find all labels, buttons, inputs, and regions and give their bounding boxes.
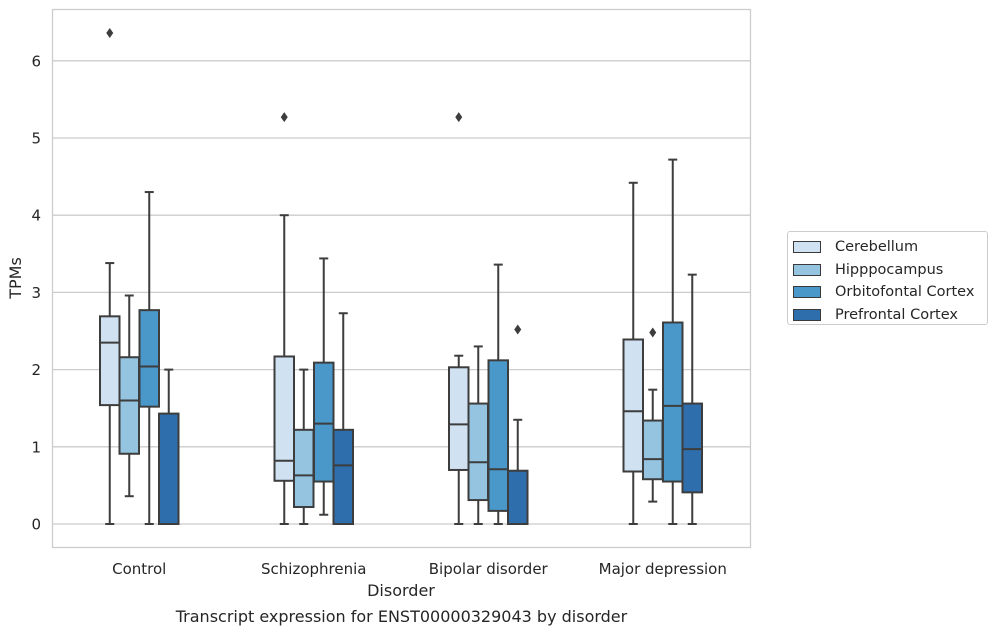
legend-swatch-prefrontal — [793, 308, 821, 321]
y-axis-label: TPMs — [6, 257, 25, 300]
x-tick-label-4: Major depression — [599, 560, 727, 578]
box-s3-c2 — [313, 257, 335, 516]
box-iqr — [118, 356, 140, 455]
legend-label-hippocampus: Hipppocampus — [835, 261, 944, 278]
box-s1-c4 — [622, 181, 644, 525]
legend-label-prefrontal: Prefrontal Cortex — [835, 306, 958, 323]
legend-item-cerebellum: Cerebellum — [793, 236, 987, 259]
box-marks — [99, 28, 703, 526]
box-iqr — [467, 402, 489, 502]
x-tick-label-2: Schizophrenia — [261, 560, 366, 578]
box-s2-c2 — [293, 368, 315, 525]
box-s2-c1 — [118, 294, 140, 498]
legend: Cerebellum Hipppocampus Orbitofontal Cor… — [787, 231, 988, 325]
y-tick-label-6: 6 — [31, 52, 41, 70]
box-s3-c3 — [487, 263, 509, 525]
legend-item-orbitofrontal: Orbitofontal Cortex — [793, 281, 987, 304]
box-s4-c3 — [507, 324, 529, 525]
legend-swatch-hippocampus — [793, 263, 821, 276]
x-tick-label-1: Control — [112, 560, 166, 578]
figure-caption: Transcript expression for ENST0000032904… — [175, 607, 628, 626]
x-tick-label-3: Bipolar disorder — [429, 560, 549, 578]
outlier-point-1 — [514, 324, 522, 335]
outlier-point-1 — [106, 28, 114, 39]
box-iqr — [507, 469, 529, 525]
x-axis-label: Disorder — [367, 581, 435, 600]
box-iqr — [138, 309, 160, 408]
box-s1-c1 — [99, 28, 121, 525]
box-s2-c3 — [467, 345, 489, 525]
plot-area-frame — [51, 8, 752, 549]
box-s3-c1 — [138, 191, 160, 525]
box-iqr — [622, 338, 644, 473]
box-s4-c4 — [681, 273, 703, 525]
tick-labels: 0 1 2 3 4 5 6 Control Schizophrenia Bipolar disor… — [31, 52, 726, 578]
box-s2-c4 — [642, 327, 664, 503]
box-s4-c1 — [158, 368, 180, 526]
box-iqr — [293, 428, 315, 509]
outlier-point-1 — [280, 112, 288, 123]
legend-swatch-orbitofrontal — [793, 286, 821, 299]
outlier-point-1 — [649, 327, 657, 338]
y-tick-label-2: 2 — [31, 361, 41, 379]
y-tick-label-3: 3 — [31, 284, 41, 302]
box-s4-c2 — [332, 312, 354, 526]
box-iqr — [642, 419, 664, 481]
box-iqr — [313, 361, 335, 483]
box-s1-c3 — [448, 112, 470, 525]
legend-label-cerebellum: Cerebellum — [835, 239, 919, 256]
box-iqr — [99, 315, 121, 407]
legend-label-orbitofrontal: Orbitofontal Cortex — [835, 284, 975, 301]
y-tick-label-4: 4 — [31, 207, 41, 225]
y-tick-label-0: 0 — [31, 516, 41, 534]
legend-item-hippocampus: Hipppocampus — [793, 259, 987, 282]
box-iqr — [662, 321, 684, 483]
legend-item-prefrontal: Prefrontal Cortex — [793, 304, 987, 327]
box-iqr — [158, 412, 180, 526]
y-tick-label-1: 1 — [31, 438, 41, 456]
box-iqr — [448, 366, 470, 471]
box-iqr — [681, 402, 703, 494]
box-iqr — [332, 428, 354, 526]
box-iqr — [487, 359, 509, 512]
y-tick-label-5: 5 — [31, 130, 41, 148]
legend-swatch-cerebellum — [793, 241, 821, 254]
outlier-point-1 — [455, 112, 463, 123]
box-iqr — [273, 355, 295, 482]
box-s3-c4 — [662, 158, 684, 525]
box-s1-c2 — [273, 112, 295, 525]
